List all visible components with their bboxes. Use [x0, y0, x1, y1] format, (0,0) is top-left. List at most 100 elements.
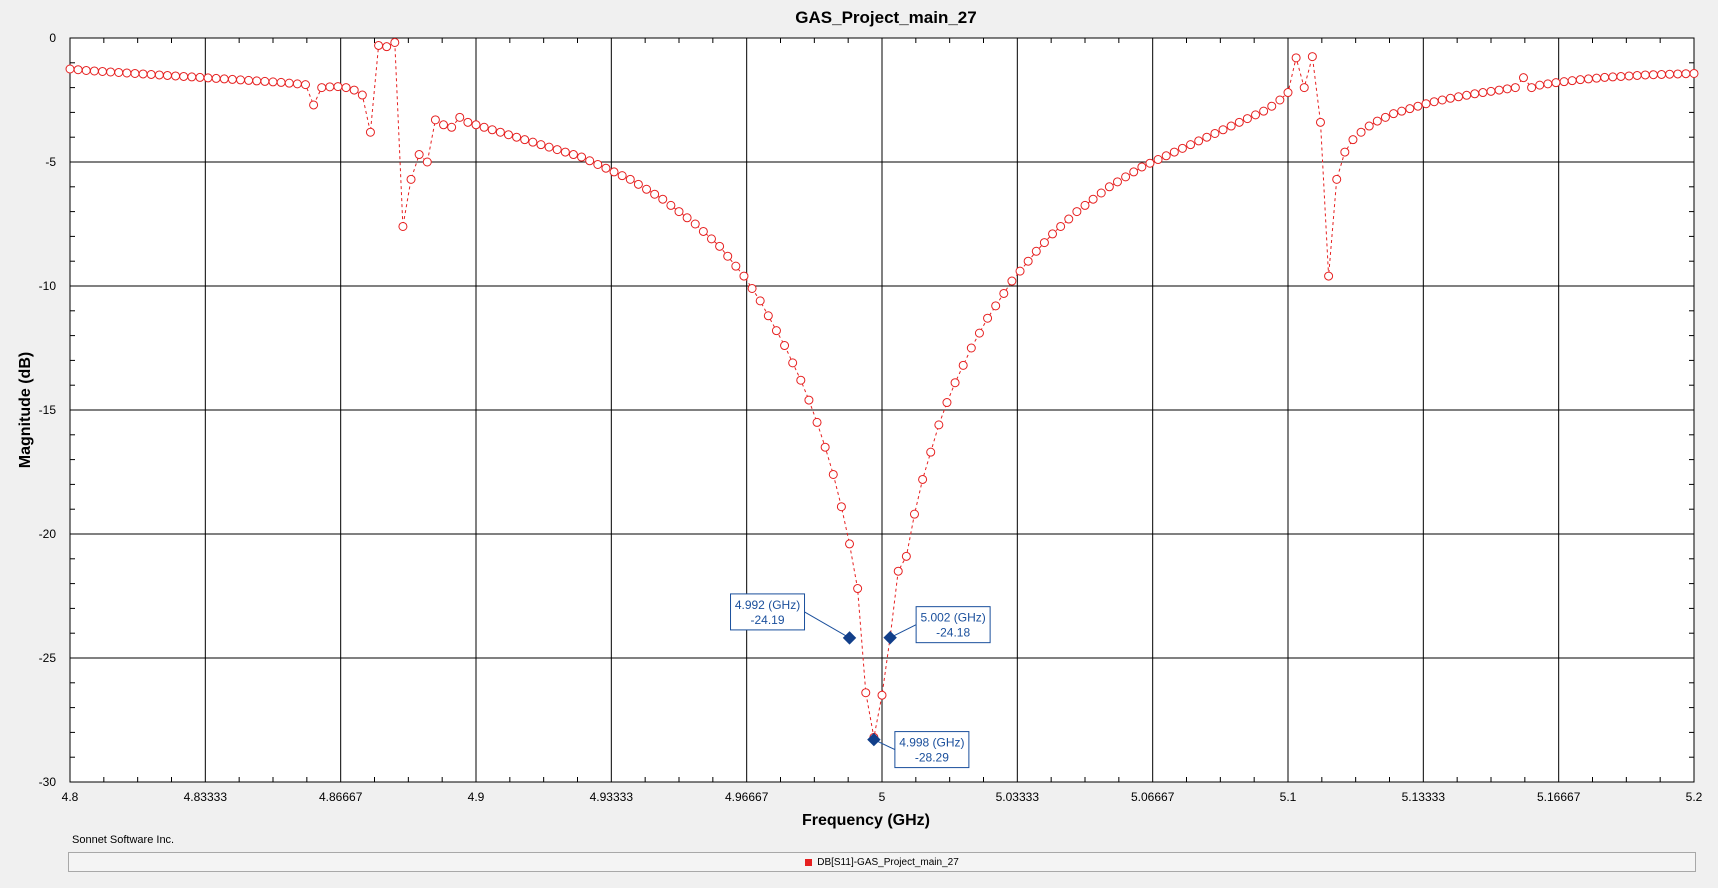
data-point: [1551, 78, 1561, 88]
data-point: [1299, 83, 1309, 93]
series-layer: [65, 37, 1699, 742]
data-point: [1080, 200, 1090, 210]
data-point: [901, 551, 911, 561]
data-point: [1648, 70, 1658, 80]
y-tick-label: 0: [49, 31, 56, 45]
data-point: [1015, 266, 1025, 276]
data-point: [674, 207, 684, 217]
data-point: [706, 234, 716, 244]
data-point: [357, 90, 367, 100]
y-axis-label: Magnitude (dB): [17, 352, 34, 468]
data-point: [1559, 77, 1569, 87]
data-point: [349, 85, 359, 95]
marker-leader-line: [804, 611, 850, 639]
data-point: [260, 76, 270, 86]
data-point: [1437, 95, 1447, 105]
data-point: [414, 150, 424, 160]
data-point: [106, 67, 116, 77]
data-point: [991, 301, 1001, 311]
data-point: [1510, 83, 1520, 93]
data-point: [138, 69, 148, 79]
data-point: [1104, 182, 1114, 192]
data-point: [211, 73, 221, 83]
data-point: [187, 72, 197, 82]
data-point: [1665, 69, 1675, 79]
grid: [70, 38, 1694, 782]
data-point: [130, 68, 140, 78]
data-point: [390, 37, 400, 47]
data-point: [374, 40, 384, 50]
data-point: [512, 132, 522, 142]
data-point: [1454, 92, 1464, 102]
data-point: [796, 375, 806, 385]
data-point: [780, 341, 790, 351]
x-axis-ticks: 4.8 4.83333 4.86667 4.9 4.93333 4.96667 5 5.033…: [62, 790, 1703, 804]
data-point: [1031, 246, 1041, 256]
x-tick-label: 4.93333: [590, 790, 634, 804]
vendor-label: Sonnet Software Inc.: [72, 834, 175, 846]
data-point: [268, 77, 278, 87]
data-point: [365, 127, 375, 137]
data-point: [1608, 72, 1618, 82]
data-point: [406, 174, 416, 184]
data-point: [1283, 88, 1293, 98]
marker-value-label: -24.19: [751, 613, 785, 627]
data-point: [1389, 109, 1399, 119]
data-point: [1348, 135, 1358, 145]
data-point: [642, 184, 652, 194]
legend-label: DB[S11]-GAS_Project_main_27: [817, 856, 959, 868]
data-point: [836, 502, 846, 512]
data-point: [1657, 69, 1667, 79]
data-point: [309, 100, 319, 110]
legend: DB[S11]-GAS_Project_main_27: [68, 852, 1696, 872]
data-point: [861, 688, 871, 698]
data-point: [162, 70, 172, 80]
data-point: [577, 152, 587, 162]
data-point: [1372, 116, 1382, 126]
marker-diamond: [842, 631, 857, 645]
data-point: [447, 122, 457, 132]
data-point: [122, 68, 132, 78]
data-point: [1007, 276, 1017, 286]
data-point: [1145, 158, 1155, 168]
data-point: [926, 447, 936, 457]
data-point: [1315, 117, 1325, 127]
data-point: [1259, 106, 1269, 116]
data-point: [909, 509, 919, 519]
data-point: [1689, 68, 1699, 78]
x-tick-label: 4.96667: [725, 790, 769, 804]
data-point: [244, 75, 254, 85]
x-tick-label: 5.16667: [1537, 790, 1581, 804]
data-point: [1502, 84, 1512, 94]
data-point: [1210, 128, 1220, 138]
data-point: [1023, 256, 1033, 266]
data-point: [179, 71, 189, 81]
data-point: [1445, 93, 1455, 103]
data-point: [731, 261, 741, 271]
data-point: [1234, 117, 1244, 127]
data-point: [1324, 271, 1334, 281]
data-point: [1478, 88, 1488, 98]
data-point: [560, 147, 570, 157]
data-point: [1039, 238, 1049, 248]
x-tick-label: 4.8: [62, 790, 79, 804]
data-point: [974, 328, 984, 338]
data-point: [1088, 194, 1098, 204]
data-point: [1518, 73, 1528, 83]
data-point: [1470, 89, 1480, 99]
y-tick-label: -25: [39, 651, 57, 665]
data-point: [398, 221, 408, 231]
data-point: [1056, 221, 1066, 231]
data-point: [1129, 167, 1139, 177]
data-point: [1397, 106, 1407, 116]
data-point: [1153, 155, 1163, 165]
data-point: [942, 398, 952, 408]
data-point: [154, 70, 164, 80]
marker-frequency-label: 5.002 (GHz): [920, 611, 985, 625]
data-point: [236, 75, 246, 85]
data-point: [544, 142, 554, 152]
marker-value-label: -28.29: [915, 751, 949, 765]
data-point: [252, 76, 262, 86]
chart-title: GAS_Project_main_27: [795, 8, 976, 27]
x-tick-label: 5.2: [1686, 790, 1703, 804]
